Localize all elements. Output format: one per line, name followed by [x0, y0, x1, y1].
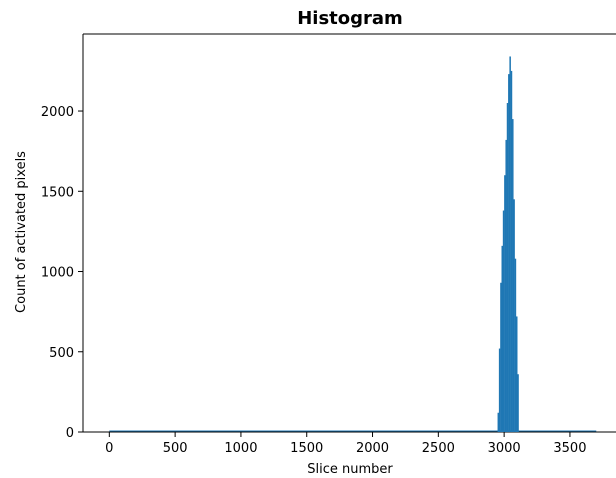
histogram-bar — [500, 282, 502, 432]
x-tick-label: 3500 — [553, 441, 586, 456]
histogram-bar — [510, 70, 513, 433]
y-tick-label: 0 — [66, 426, 74, 441]
y-tick-label: 2000 — [41, 105, 74, 120]
histogram-bar — [515, 316, 518, 432]
y-tick-label: 500 — [49, 346, 74, 361]
histogram-bar — [509, 56, 511, 432]
plot-area: 0 500 1000 1500 2000 2500 3000 3500 0 500 1000 1500… — [41, 33, 616, 456]
histogram-bar — [508, 74, 510, 432]
x-tick-label: 500 — [163, 441, 188, 456]
histogram-bar — [506, 103, 509, 433]
histogram-bar — [497, 412, 500, 432]
x-tick-label: 2500 — [422, 441, 455, 456]
y-axis-label: Count of activated pixels — [14, 151, 29, 313]
x-tick-label: 0 — [105, 441, 113, 456]
x-tick-label: 3000 — [488, 441, 521, 456]
histogram-bar — [512, 119, 514, 432]
histogram-bar — [517, 374, 519, 432]
histogram-bar — [514, 258, 517, 432]
histogram-bar — [504, 175, 506, 432]
x-tick-label: 2000 — [356, 441, 389, 456]
x-tick-label: 1000 — [224, 441, 257, 456]
y-tick-label: 1500 — [41, 185, 74, 200]
x-axis-label: Slice number — [307, 462, 393, 477]
histogram-bar — [502, 210, 505, 432]
histogram-bar — [513, 199, 515, 432]
histogram-bar — [498, 348, 501, 432]
histogram-bar — [505, 139, 507, 432]
chart-title: Histogram — [297, 8, 403, 29]
x-tick-label: 1500 — [290, 441, 323, 456]
y-tick-label: 1000 — [41, 266, 74, 281]
histogram-bar — [501, 245, 504, 432]
